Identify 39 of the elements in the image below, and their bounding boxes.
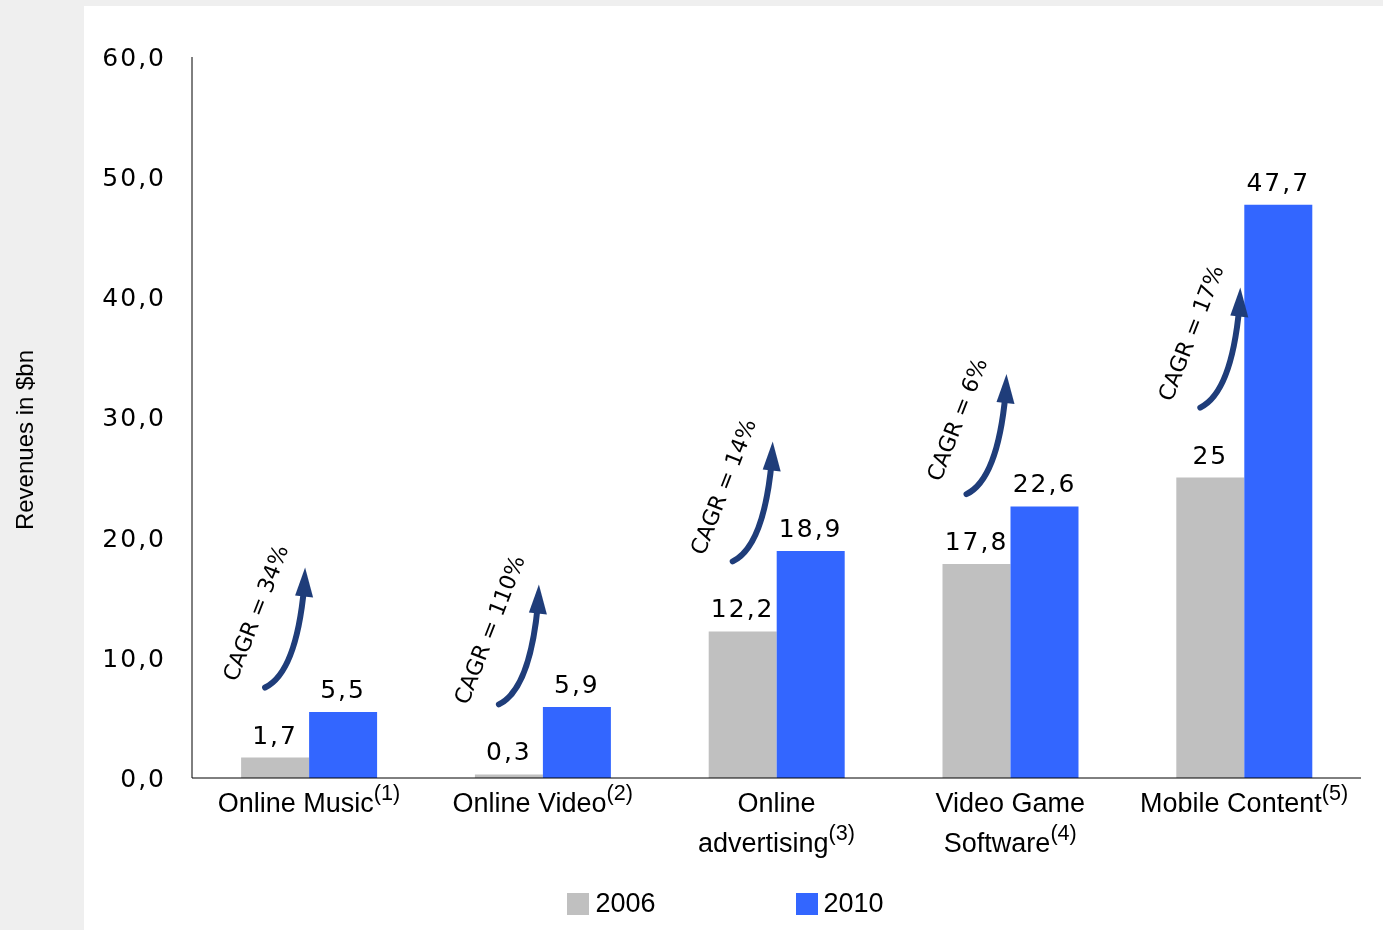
- y-tick-label: 0,0: [120, 763, 166, 793]
- data-label: 5,5: [320, 674, 366, 704]
- bar: [542, 707, 611, 778]
- data-label: 25: [1192, 440, 1229, 470]
- y-tick-label: 20,0: [102, 523, 166, 553]
- y-tick-label: 60,0: [102, 42, 166, 72]
- legend-label: 2006: [595, 888, 656, 919]
- x-tick-label: Video Game Software$^{(4)}$: [935, 788, 1086, 858]
- annotation: CAGR = 14%: [685, 415, 761, 559]
- legend-label: 2010: [823, 888, 884, 919]
- data-label: 22,6: [1012, 469, 1077, 499]
- annotation: CAGR = 17%: [1153, 261, 1229, 405]
- bar: [1176, 477, 1245, 778]
- annotation: CAGR = 34%: [217, 541, 294, 685]
- y-tick-label: 10,0: [102, 643, 166, 673]
- y-tick-label: 50,0: [102, 163, 166, 193]
- data-label: 17,8: [944, 527, 1009, 557]
- x-tick-label: Online advertising$^{(3)}$: [698, 788, 855, 858]
- data-label: 0,3: [486, 737, 532, 767]
- x-tick-label: Mobile Content$^{(5)}$: [1140, 779, 1349, 818]
- annotation: CAGR = 6%: [921, 354, 993, 485]
- y-tick-label: 30,0: [102, 403, 166, 433]
- bar: [241, 757, 310, 778]
- data-label: 5,9: [554, 670, 600, 700]
- x-tick-label: Online Music$^{(1)}$: [217, 779, 401, 818]
- bar: [1010, 506, 1079, 778]
- data-label: 12,2: [710, 594, 775, 624]
- y-tick-label: 40,0: [102, 283, 166, 313]
- y-axis-title: Revenues in $bn: [11, 349, 39, 531]
- bar: [1244, 204, 1313, 778]
- bar: [942, 564, 1011, 778]
- bar: [708, 631, 777, 778]
- bar: [776, 550, 845, 778]
- bar: [309, 711, 378, 778]
- data-label: 47,7: [1246, 167, 1311, 197]
- x-tick-label: Online Video$^{(2)}$: [452, 779, 633, 818]
- annotation: CAGR = 110%: [449, 551, 530, 708]
- data-label: 18,9: [778, 513, 843, 543]
- data-label: 1,7: [252, 720, 298, 750]
